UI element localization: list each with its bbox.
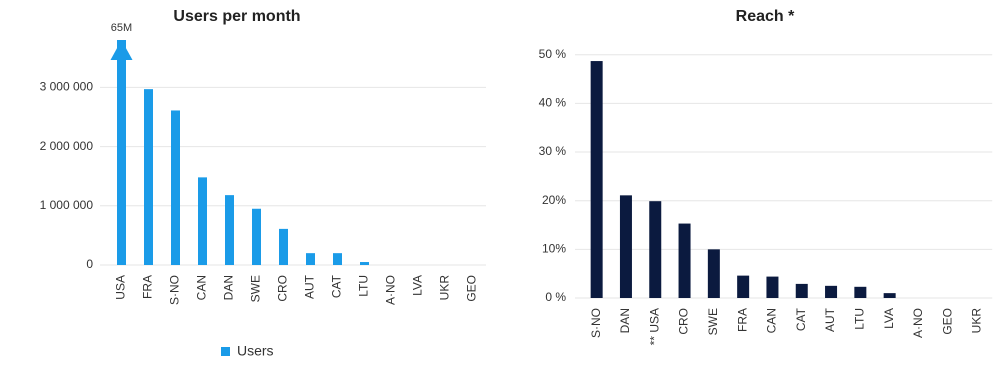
x-tick-label: SWE bbox=[249, 275, 263, 302]
x-tick-label: CAN bbox=[195, 275, 209, 300]
x-tick-label: CRO bbox=[276, 275, 290, 302]
x-tick-label: DAN bbox=[618, 308, 632, 333]
y-tick-label: 10% bbox=[542, 242, 566, 256]
x-tick-label: LVA bbox=[411, 275, 425, 296]
x-tick-label: FRA bbox=[735, 308, 749, 332]
y-tick-label: 40 % bbox=[539, 96, 567, 110]
bar bbox=[649, 201, 662, 298]
chart-title: Users per month bbox=[173, 8, 300, 25]
x-tick-label: ** USA bbox=[647, 308, 661, 345]
value-label: 65M bbox=[111, 22, 132, 34]
y-tick-label: 50 % bbox=[539, 47, 567, 61]
y-tick-label: 2 000 000 bbox=[40, 139, 94, 153]
legend-swatch bbox=[221, 347, 230, 356]
overflow-arrow bbox=[110, 40, 133, 60]
y-tick-label: 30 % bbox=[539, 144, 567, 158]
bar bbox=[198, 177, 207, 265]
x-tick-label: S·NO bbox=[168, 275, 182, 305]
bar bbox=[171, 110, 180, 265]
bar bbox=[854, 286, 867, 298]
x-tick-label: UKR bbox=[438, 275, 452, 301]
chart-title: Reach * bbox=[736, 8, 795, 25]
x-tick-label: LTU bbox=[853, 308, 867, 330]
bar bbox=[117, 40, 126, 265]
x-tick-label: DAN bbox=[222, 275, 236, 300]
x-tick-label: UKR bbox=[970, 308, 984, 334]
x-tick-label: CAT bbox=[794, 307, 808, 331]
bar bbox=[737, 275, 750, 298]
bar bbox=[333, 253, 342, 265]
x-tick-label: GEO bbox=[465, 275, 479, 302]
x-tick-label: SWE bbox=[706, 308, 720, 335]
x-tick-label: GEO bbox=[940, 308, 954, 335]
y-tick-label: 0 bbox=[86, 257, 93, 271]
bar bbox=[766, 276, 779, 298]
bar bbox=[590, 61, 603, 298]
x-tick-label: LVA bbox=[882, 308, 896, 329]
x-tick-label: CAT bbox=[330, 274, 344, 298]
x-tick-label: LTU bbox=[357, 275, 371, 297]
y-tick-label: 20% bbox=[542, 193, 566, 207]
bar bbox=[144, 89, 153, 265]
x-tick-label: FRA bbox=[141, 275, 155, 299]
bar bbox=[252, 208, 261, 265]
x-tick-label: CAN bbox=[765, 308, 779, 333]
x-tick-label: A·NO bbox=[384, 275, 398, 305]
x-tick-label: USA bbox=[114, 275, 128, 300]
x-tick-label: A·NO bbox=[911, 308, 925, 338]
x-tick-label: AUT bbox=[823, 307, 837, 332]
y-tick-label: 0 % bbox=[545, 290, 566, 304]
bar bbox=[279, 228, 288, 265]
bar bbox=[795, 283, 808, 298]
legend-label: Users bbox=[237, 343, 274, 359]
bar bbox=[306, 253, 315, 265]
x-tick-label: CRO bbox=[677, 308, 691, 335]
y-tick-label: 1 000 000 bbox=[40, 198, 94, 212]
bar bbox=[825, 285, 838, 298]
x-tick-label: S·NO bbox=[589, 308, 603, 338]
bar bbox=[883, 293, 896, 298]
bar bbox=[619, 195, 632, 298]
bar bbox=[707, 249, 720, 298]
y-tick-label: 3 000 000 bbox=[40, 80, 94, 94]
x-tick-label: AUT bbox=[303, 274, 317, 299]
bar bbox=[360, 262, 369, 265]
bar bbox=[225, 195, 234, 265]
bar bbox=[678, 223, 691, 298]
